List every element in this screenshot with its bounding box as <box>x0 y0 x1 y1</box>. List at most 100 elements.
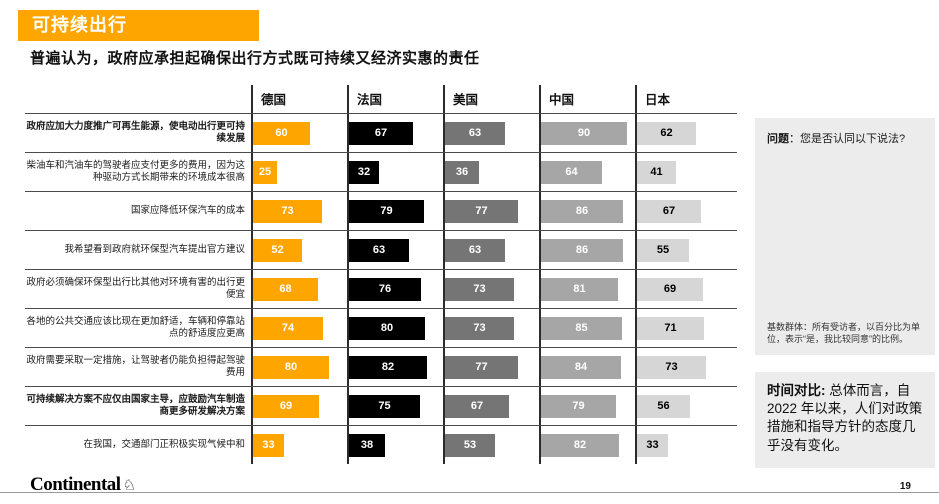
bar-cell: 85 <box>539 309 635 347</box>
value-bar: 86 <box>541 199 623 223</box>
statement-label: 各地的公共交通应该比现在更加舒适，车辆和停靠站点的舒适度应更高 <box>26 315 245 339</box>
bar-cell: 79 <box>347 192 443 230</box>
value-bar: 56 <box>637 394 690 418</box>
bar-cell: 77 <box>443 192 539 230</box>
value-bar: 69 <box>253 394 319 418</box>
bar-cell: 63 <box>347 231 443 269</box>
value-bar: 77 <box>445 199 518 223</box>
statement-label: 政府必须确保环保型出行比其他对环境有害的出行更便宜 <box>26 276 245 300</box>
value-label: 80 <box>380 322 394 334</box>
bar-cell: 25 <box>251 153 347 191</box>
value-bar: 53 <box>445 433 495 457</box>
value-label: 56 <box>657 400 670 412</box>
value-bar: 90 <box>541 121 627 145</box>
value-label: 63 <box>372 244 386 256</box>
footer-divider <box>0 492 939 493</box>
bar-cell: 56 <box>635 387 731 425</box>
value-label: 67 <box>470 400 484 412</box>
base-note: 基数群体：所有受访者，以百分比为单位，表示“是，我比较同意”的比例。 <box>767 321 921 344</box>
bar-cell: 74 <box>251 309 347 347</box>
bar-cell: 69 <box>635 270 731 308</box>
continental-logo: Continental ♘ <box>30 474 136 496</box>
value-bar: 33 <box>637 433 668 457</box>
value-label: 25 <box>258 166 272 178</box>
value-label: 84 <box>574 361 588 373</box>
value-label: 80 <box>284 361 298 373</box>
value-bar: 84 <box>541 355 621 379</box>
bar-cell: 80 <box>347 309 443 347</box>
slide-tag: 可持续出行 <box>18 10 259 41</box>
country-header-row: 德国 法国 美国 中国 日本 <box>25 85 737 113</box>
bar-cell: 76 <box>347 270 443 308</box>
bar-cell: 69 <box>251 387 347 425</box>
value-bar: 74 <box>253 316 323 340</box>
value-label: 69 <box>279 400 293 412</box>
bar-cell: 79 <box>539 387 635 425</box>
bar-cell: 71 <box>635 309 731 347</box>
statement-label: 柴油车和汽油车的驾驶者应支付更多的费用，因为这种驱动方式长期带来的环境成本很高 <box>26 159 245 183</box>
value-bar: 62 <box>637 121 696 145</box>
value-label: 71 <box>664 322 677 334</box>
country-header: 中国 <box>539 85 635 113</box>
value-bar: 82 <box>541 433 619 457</box>
bar-cell: 60 <box>251 114 347 152</box>
chart-rows: 政府应加大力度推广可再生能源，使电动出行更可持续发展 60 67 63 90 62 柴油车和… <box>25 113 737 464</box>
value-bar: 67 <box>349 121 413 145</box>
value-bar: 71 <box>637 316 704 340</box>
time-compare-label: 时间对比: <box>767 383 826 398</box>
bar-cell: 33 <box>251 426 347 464</box>
bar-cell: 81 <box>539 270 635 308</box>
bar-cell: 86 <box>539 192 635 230</box>
value-label: 79 <box>380 205 393 217</box>
bar-cell: 67 <box>347 114 443 152</box>
value-bar: 77 <box>445 355 518 379</box>
value-bar: 73 <box>445 316 514 340</box>
value-label: 63 <box>468 127 482 139</box>
bar-cell: 63 <box>443 231 539 269</box>
chart-row: 政府应加大力度推广可再生能源，使电动出行更可持续发展 60 67 63 90 62 <box>25 113 737 152</box>
value-bar: 79 <box>349 199 424 223</box>
value-bar: 80 <box>349 316 425 340</box>
value-bar: 33 <box>253 433 284 457</box>
chart-row: 可持续解决方案不应仅由国家主导，应鼓励汽车制造商更多研发解决方案 69 75 67 79… <box>25 386 737 425</box>
value-label: 77 <box>475 205 488 217</box>
statement-label: 在我国，交通部门正积极实现气候中和 <box>83 438 245 450</box>
bar-cell: 73 <box>443 309 539 347</box>
value-bar: 79 <box>541 394 616 418</box>
value-label: 73 <box>473 322 486 334</box>
value-bar: 73 <box>637 355 706 379</box>
bar-cell: 63 <box>443 114 539 152</box>
value-label: 86 <box>575 244 589 256</box>
value-label: 69 <box>663 283 677 295</box>
question-panel: 问题：您是否认同以下说法? 基数群体：所有受访者，以百分比为单位，表示“是，我比… <box>755 118 935 355</box>
time-compare-text: 总体而言，自 2022 年以来，人们对政策措施和指导方针的态度几乎没有变化。 <box>767 383 923 453</box>
value-bar: 55 <box>637 238 689 262</box>
value-label: 82 <box>573 439 587 451</box>
value-bar: 67 <box>445 394 509 418</box>
value-bar: 52 <box>253 238 302 262</box>
bar-cell: 90 <box>539 114 635 152</box>
bar-cell: 86 <box>539 231 635 269</box>
value-bar: 86 <box>541 238 623 262</box>
value-label: 67 <box>374 127 388 139</box>
bar-cell: 73 <box>443 270 539 308</box>
survey-question-text: ：您是否认同以下说法? <box>789 133 906 145</box>
value-bar: 69 <box>637 277 703 301</box>
chart-row: 我希望看到政府就环保型汽车提出官方建议 52 63 63 86 55 <box>25 230 737 269</box>
time-compare-panel: 时间对比: 总体而言，自 2022 年以来，人们对政策措施和指导方针的态度几乎没… <box>755 372 935 468</box>
value-label: 41 <box>650 166 663 178</box>
slide-subtitle: 普遍认为，政府应承担起确保出行方式既可持续又经济实惠的责任 <box>30 50 480 67</box>
value-label: 73 <box>665 361 678 373</box>
bar-cell: 68 <box>251 270 347 308</box>
value-label: 86 <box>575 205 589 217</box>
value-bar: 25 <box>253 160 277 184</box>
value-bar: 73 <box>445 277 514 301</box>
country-header: 法国 <box>347 85 443 113</box>
value-label: 32 <box>357 166 371 178</box>
survey-question-label: 问题 <box>767 133 789 145</box>
value-bar: 38 <box>349 433 385 457</box>
statement-label: 政府应加大力度推广可再生能源，使电动出行更可持续发展 <box>26 120 245 144</box>
value-label: 62 <box>660 127 673 139</box>
bar-cell: 33 <box>635 426 731 464</box>
